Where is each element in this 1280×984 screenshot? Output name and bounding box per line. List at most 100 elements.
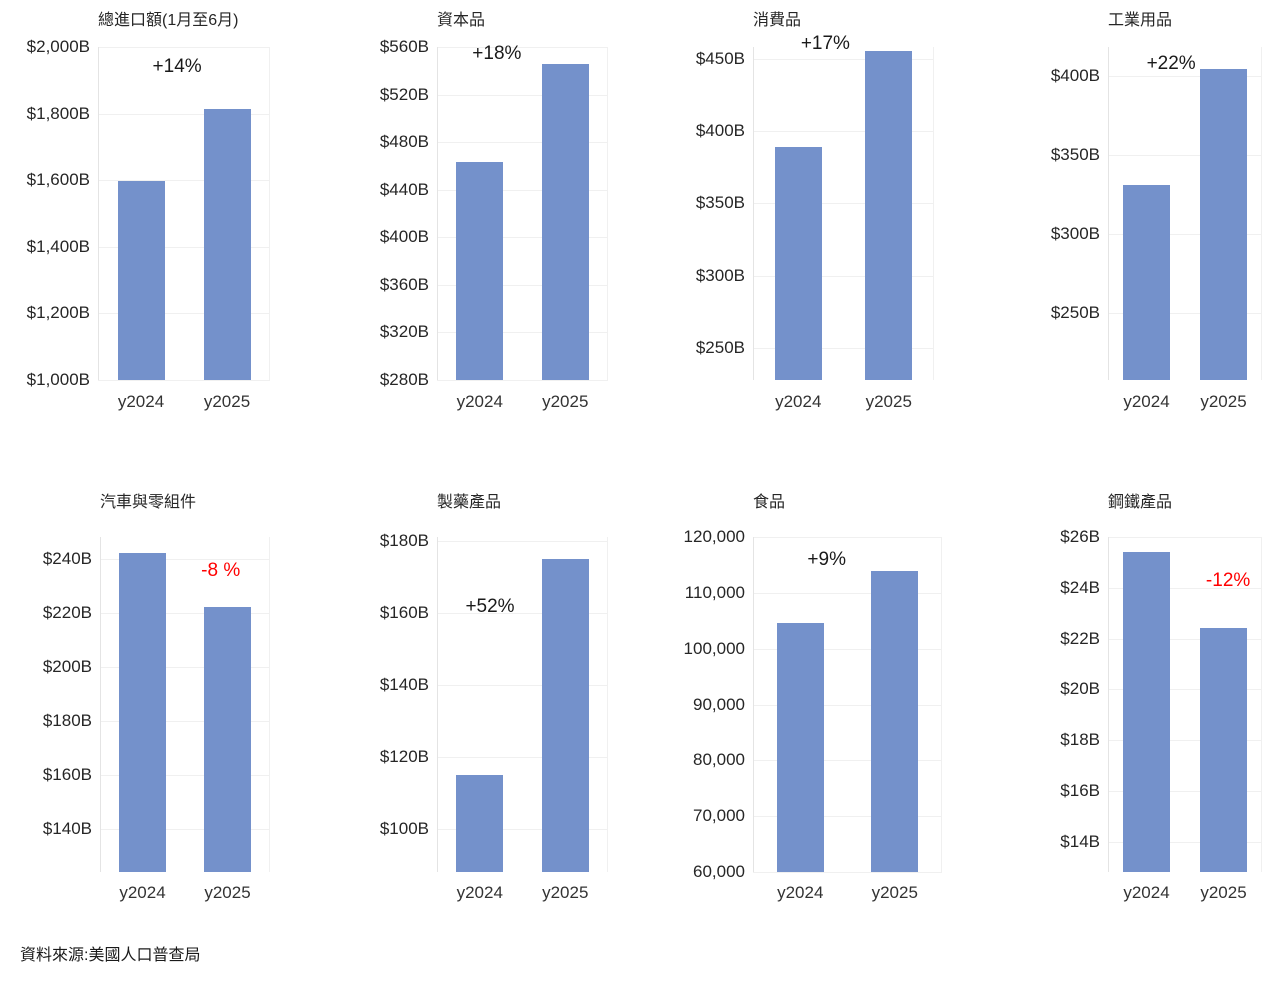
bar-y2025 xyxy=(871,571,919,872)
plot-area: +9% xyxy=(753,537,942,873)
y-axis-tick-label: $160B xyxy=(42,764,92,784)
horizontal-gridline xyxy=(100,720,270,722)
x-axis-label-y2024: y2024 xyxy=(775,392,822,411)
y-axis-tick-label: $440B xyxy=(379,179,429,199)
bar-y2024 xyxy=(456,774,504,872)
horizontal-gridline xyxy=(753,537,942,538)
y-axis-tick-label: $180B xyxy=(42,710,92,730)
vertical-gridline-right xyxy=(941,537,942,872)
y-axis-tick-label: $240B xyxy=(42,548,92,568)
horizontal-gridline xyxy=(753,592,942,594)
bar-y2024 xyxy=(774,146,822,380)
horizontal-gridline xyxy=(437,142,608,144)
bar-y2024 xyxy=(1123,552,1170,872)
y-axis-tick-label: 90,000 xyxy=(693,694,745,714)
y-axis-tick-label: 80,000 xyxy=(693,750,745,770)
chart-title: 工業用品 xyxy=(1108,12,1173,29)
plot-area: -8 % xyxy=(100,537,270,872)
horizontal-gridline xyxy=(753,203,934,205)
horizontal-gridline xyxy=(100,774,270,776)
chart-panel-3: 消費品 $450B $400B $350B $300B $250B +17% y2024 y20… xyxy=(640,0,960,470)
vertical-gridline-right xyxy=(607,537,608,872)
plot-area: -12% xyxy=(1108,537,1262,872)
x-axis-label-y2025: y2025 xyxy=(542,392,589,411)
x-axis-label-y2025: y2025 xyxy=(204,883,251,902)
y-axis-tick-label: $140B xyxy=(42,818,92,838)
horizontal-gridline xyxy=(1108,587,1262,589)
horizontal-gridline xyxy=(1108,638,1262,640)
bar-y2024 xyxy=(776,622,824,872)
horizontal-gridline xyxy=(437,284,608,286)
y-axis-tick-label: 120,000 xyxy=(683,527,745,546)
x-axis-label-y2025: y2025 xyxy=(1200,883,1247,902)
vertical-gridline-right xyxy=(269,47,270,380)
y-axis-tick-label: $400B xyxy=(379,227,429,247)
vertical-gridline-right xyxy=(269,537,270,872)
vertical-gridline-right xyxy=(1261,537,1262,872)
y-axis-tick-label: $300B xyxy=(1050,224,1100,244)
bar-y2025 xyxy=(203,108,251,380)
horizontal-gridline xyxy=(753,760,942,762)
pct-change-annotation: +22% xyxy=(1146,52,1196,74)
horizontal-gridline xyxy=(100,558,270,560)
y-axis-tick-label: $400B xyxy=(1050,65,1100,85)
bar-y2025 xyxy=(541,558,589,872)
horizontal-gridline xyxy=(100,612,270,614)
bar-y2025 xyxy=(865,51,913,380)
vertical-gridline-center xyxy=(437,47,438,380)
chart-panel-8: 鋼鐵產品 $26B $24B $22B $20B $18B $16B $14B -12% y202… xyxy=(960,480,1280,938)
horizontal-gridline xyxy=(437,612,608,614)
x-axis-label-y2025: y2025 xyxy=(1200,392,1247,411)
chart-panel-5: 汽車與零組件 $240B $220B $200B $180B $160B $140B -8 %… xyxy=(0,480,320,938)
vertical-gridline-center xyxy=(98,47,99,380)
y-axis-tick-label: $2,000B xyxy=(26,37,90,56)
y-axis-tick-label: $520B xyxy=(379,84,429,104)
horizontal-gridline xyxy=(753,58,934,60)
y-axis-tick-label: $26B xyxy=(1060,527,1100,546)
plot-area: +52% xyxy=(437,537,608,872)
horizontal-gridline xyxy=(1108,841,1262,843)
x-axis-label-y2024: y2024 xyxy=(119,883,166,902)
y-axis-tick-label: $120B xyxy=(379,746,429,766)
y-axis-tick-label: $360B xyxy=(379,274,429,294)
horizontal-gridline xyxy=(98,380,270,381)
charts-grid: 總進口額(1月至6月) $2,000B $1,800B $1,600B $1,400B $… xyxy=(0,0,1280,938)
horizontal-gridline xyxy=(98,313,270,315)
y-axis-tick-label: $560B xyxy=(379,37,429,56)
y-axis-tick-label: $180B xyxy=(379,530,429,550)
chart-title: 消費品 xyxy=(753,12,802,29)
y-axis-tick-label: $220B xyxy=(42,602,92,622)
x-axis-label-y2024: y2024 xyxy=(456,392,503,411)
x-axis-label-y2024: y2024 xyxy=(456,883,503,902)
horizontal-gridline xyxy=(100,666,270,668)
y-axis-tick-label: $200B xyxy=(42,656,92,676)
y-axis-tick-label: 110,000 xyxy=(684,582,745,602)
y-axis-tick-label: $160B xyxy=(379,602,429,622)
vertical-gridline-right xyxy=(1261,47,1262,380)
y-axis-tick-label: 70,000 xyxy=(693,806,745,826)
chart-title: 總進口額(1月至6月) xyxy=(98,12,239,29)
horizontal-gridline xyxy=(753,348,934,350)
horizontal-gridline xyxy=(1108,154,1262,156)
chart-title: 鋼鐵產品 xyxy=(1108,494,1173,511)
y-axis-tick-label: $16B xyxy=(1060,780,1100,800)
horizontal-gridline xyxy=(98,246,270,248)
chart-panel-6: 製藥產品 $180B $160B $140B $120B $100B +52% y2024 y2… xyxy=(320,480,640,938)
horizontal-gridline xyxy=(437,756,608,758)
y-axis-tick-label: $350B xyxy=(1050,144,1100,164)
horizontal-gridline xyxy=(753,872,942,873)
horizontal-gridline xyxy=(1108,740,1262,742)
plot-area: +17% xyxy=(753,33,934,380)
y-axis-tick-label: $320B xyxy=(379,322,429,342)
y-axis-tick-label: $1,400B xyxy=(26,236,90,256)
horizontal-gridline xyxy=(753,130,934,132)
plot-area: +22% xyxy=(1108,47,1262,380)
y-axis-tick-label: $250B xyxy=(695,338,745,358)
chart-title: 汽車與零組件 xyxy=(100,494,197,511)
y-axis-tick-label: $100B xyxy=(379,818,429,838)
y-axis-tick-label: $250B xyxy=(1050,303,1100,323)
chart-panel-4: 工業用品 $400B $350B $300B $250B +22% y2024 y2025 xyxy=(960,0,1280,470)
horizontal-gridline xyxy=(1108,790,1262,792)
horizontal-gridline xyxy=(437,684,608,686)
horizontal-gridline xyxy=(437,237,608,239)
